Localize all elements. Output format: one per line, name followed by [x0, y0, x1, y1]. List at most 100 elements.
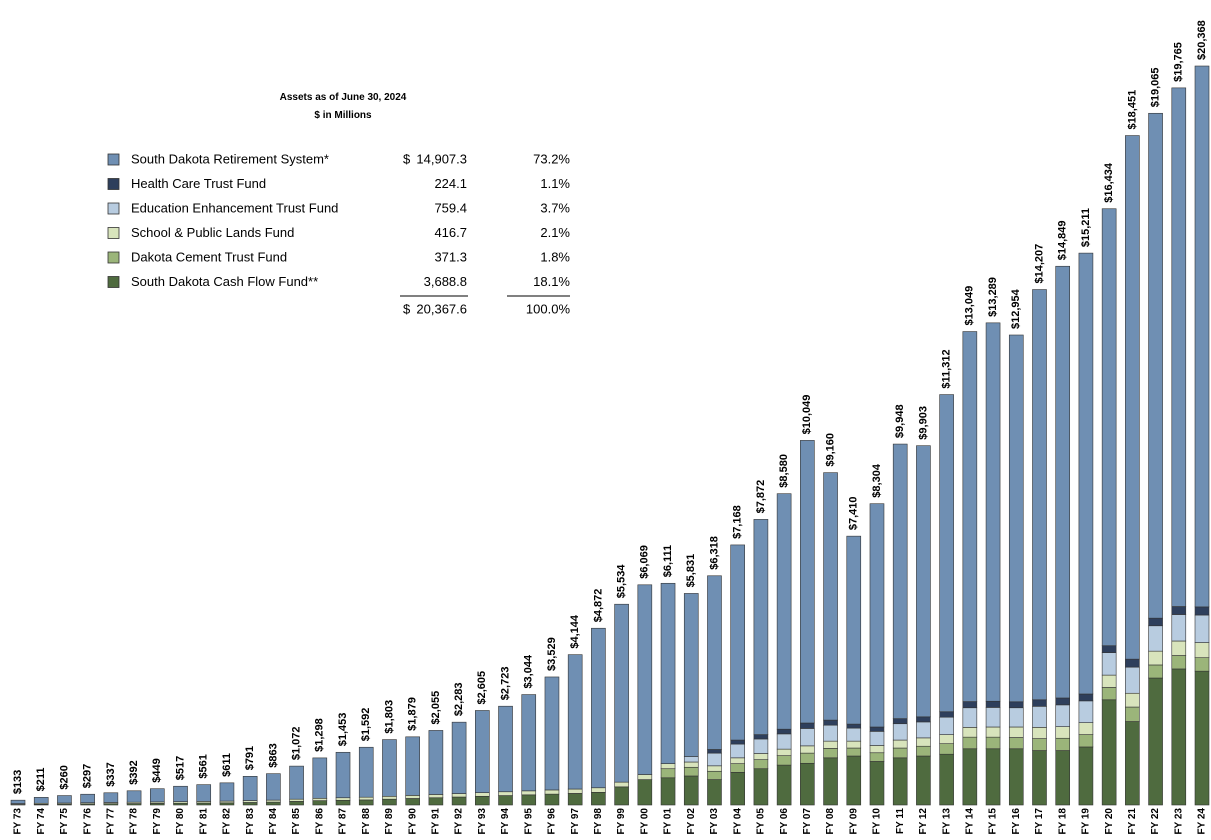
bar-segment: [730, 763, 745, 773]
x-tick-label: FY 86: [314, 808, 325, 835]
bar-segment: [567, 654, 583, 790]
bar-segment: [242, 776, 258, 801]
x-tick-label: FY 88: [361, 808, 372, 835]
legend-label: Health Care Trust Fund: [131, 176, 266, 191]
bar-segment: [800, 762, 815, 806]
total-label: $9,903: [917, 406, 929, 440]
bar-segment: [1008, 334, 1024, 703]
bar-segment: [1032, 738, 1047, 751]
bar-segment: [660, 763, 676, 770]
bar-segment: [753, 753, 769, 760]
bar-segment: [1078, 252, 1094, 695]
legend-amount: 14,907.3: [416, 151, 467, 166]
bar-segment: [939, 734, 954, 744]
legend-amount: 416.7: [434, 225, 467, 240]
x-tick-label: FY 96: [547, 808, 558, 835]
bar-segment: [1078, 734, 1094, 748]
x-tick-label: FY 09: [848, 808, 859, 835]
bar-segment: [707, 779, 722, 806]
bar-segment: [985, 700, 1001, 708]
bar-segment: [1055, 750, 1071, 806]
bar-segment: [614, 603, 629, 783]
currency: $: [403, 301, 411, 316]
bar-segment: [405, 736, 420, 796]
bar-segment: [916, 721, 931, 739]
total-label: $4,872: [592, 589, 604, 623]
x-tick-label: FY 81: [198, 808, 209, 835]
bar-segment: [382, 798, 397, 806]
bar-segment: [776, 493, 792, 730]
bar-segment: [358, 796, 374, 801]
bar-segment: [753, 519, 769, 735]
x-tick-label: FY 94: [500, 808, 511, 835]
legend-percent: 1.1%: [540, 176, 570, 191]
bar-segment: [1101, 687, 1117, 701]
legend-swatch: [107, 251, 120, 264]
bar-segment: [1194, 606, 1210, 616]
bar-segment: [800, 745, 815, 754]
bar-segment: [660, 582, 676, 764]
total-label: $260: [58, 765, 70, 789]
bar-segment: [1055, 726, 1071, 739]
bar-segment: [1032, 750, 1047, 806]
bar-segment: [869, 731, 885, 746]
bar-segment: [823, 740, 838, 749]
x-tick-label: FY 14: [964, 808, 975, 835]
bar-segment: [916, 755, 931, 806]
x-tick-label: FY 20: [1104, 808, 1115, 835]
x-tick-label: FY 92: [454, 808, 465, 835]
bar-segment: [335, 797, 351, 801]
legend-percent: 1.8%: [540, 249, 570, 264]
bar-segment: [892, 757, 908, 806]
x-tick-label: FY 89: [384, 808, 395, 835]
bar-segment: [683, 775, 699, 806]
bar-segment: [939, 711, 954, 718]
bar-segment: [196, 784, 212, 802]
bar-segment: [312, 797, 328, 801]
bar-segment: [312, 800, 328, 806]
bar-segment: [358, 799, 374, 806]
bar-segment: [869, 503, 885, 728]
bar-segment: [1171, 668, 1187, 806]
bar-segment: [800, 440, 815, 724]
bar-segment: [382, 795, 397, 800]
bar-segment: [962, 331, 978, 702]
bar-segment: [776, 748, 792, 756]
total-label: $2,055: [430, 691, 442, 725]
bar-segment: [1008, 701, 1024, 709]
bar-segment: [707, 765, 722, 772]
bar-segment: [962, 748, 978, 806]
bar-segment: [916, 737, 931, 747]
bar-segment: [683, 756, 699, 763]
bar-segment: [1148, 625, 1163, 652]
bar-segment: [1101, 652, 1117, 676]
bar-segment: [892, 739, 908, 749]
currency: $: [403, 151, 411, 166]
total-label: $5,831: [685, 554, 697, 588]
x-tick-label: FY 18: [1057, 808, 1068, 835]
bar-segment: [1032, 289, 1047, 701]
bar-segment: [475, 710, 490, 793]
bar-segment: [776, 755, 792, 766]
bar-segment: [823, 748, 838, 759]
bar-segment: [1101, 699, 1117, 806]
bar-segment: [475, 795, 490, 806]
x-tick-label: FY 11: [895, 808, 906, 834]
bar-segment: [730, 544, 745, 741]
bar-segment: [683, 593, 699, 757]
bar-segment: [660, 768, 676, 779]
bar-segment: [962, 736, 978, 750]
bar-segment: [776, 728, 792, 735]
total-label: $517: [174, 756, 186, 780]
bar-segment: [149, 788, 165, 803]
x-tick-label: FY 07: [802, 808, 813, 835]
bar-segment: [358, 746, 374, 798]
bar-segment: [266, 773, 281, 801]
bar-segment: [1032, 706, 1047, 728]
legend-label: School & Public Lands Fund: [131, 225, 294, 240]
bar-segment: [939, 743, 954, 755]
total-label: $6,318: [708, 536, 720, 570]
x-tick-label: FY 16: [1011, 808, 1022, 835]
total-label: $19,065: [1149, 68, 1161, 108]
bar-segment: [1194, 670, 1210, 806]
